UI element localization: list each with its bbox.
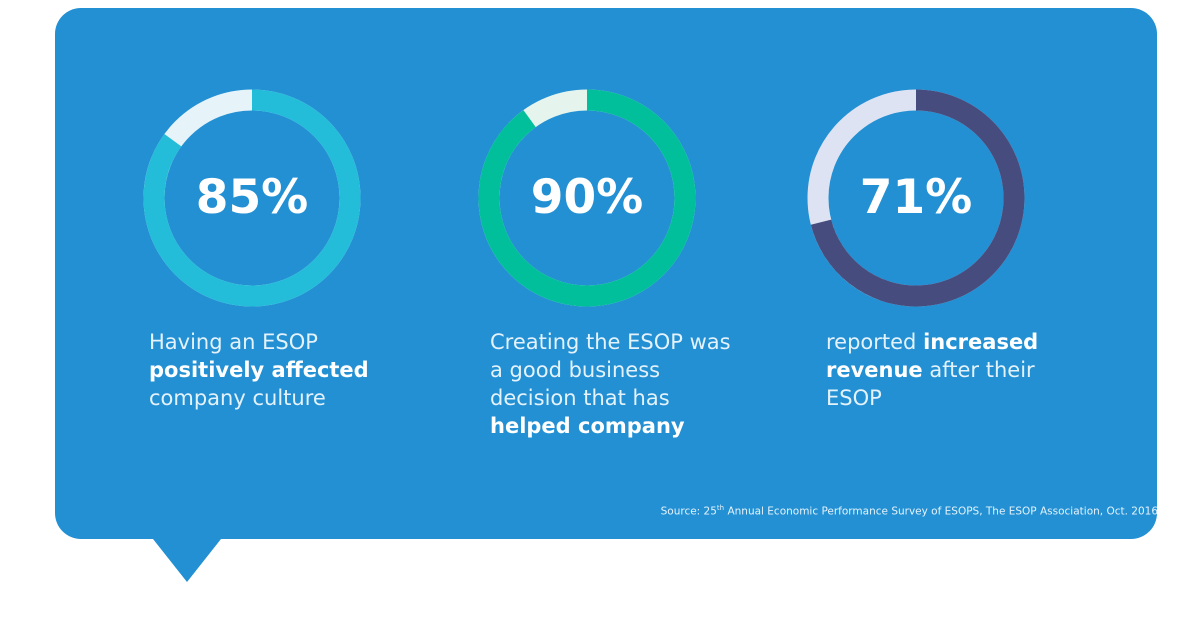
percent-label-3: 71% bbox=[859, 170, 973, 225]
donut-chart-1: 85% bbox=[142, 88, 362, 308]
donut-svg-2 bbox=[478, 89, 696, 307]
caption-1-text-end: company culture bbox=[149, 386, 326, 410]
donut-svg-1 bbox=[143, 89, 361, 307]
caption-1-bold: positively affected bbox=[149, 358, 369, 382]
caption-2-bold: helped company bbox=[490, 414, 685, 438]
caption-1-text: Having an ESOP bbox=[149, 330, 318, 354]
caption-2-text: Creating the ESOP was a good business de… bbox=[490, 330, 731, 410]
donut-chart-2: 90% bbox=[477, 88, 697, 308]
source-text: Annual Economic Performance Survey of ES… bbox=[724, 505, 1158, 518]
donut-value-arc-2 bbox=[478, 89, 696, 307]
caption-3-text-end: after their ESOP bbox=[826, 358, 1035, 410]
caption-2: Creating the ESOP was a good business de… bbox=[490, 328, 735, 440]
source-prefix: Source: 25 bbox=[660, 505, 717, 518]
donut-svg-3 bbox=[807, 89, 1025, 307]
donut-value-arc-1 bbox=[143, 89, 361, 307]
percent-label-2: 90% bbox=[530, 170, 644, 225]
source-superscript: th bbox=[716, 504, 725, 512]
donut-chart-3: 71% bbox=[806, 88, 1026, 308]
caption-1: Having an ESOP positively affected compa… bbox=[149, 328, 449, 412]
caption-3: reported increased revenue after their E… bbox=[826, 328, 1056, 412]
source-note: Source: 25th Annual Economic Performance… bbox=[661, 504, 1158, 518]
caption-3-bold: increased revenue bbox=[826, 330, 1039, 382]
percent-label-1: 85% bbox=[195, 170, 309, 225]
caption-3-text: reported bbox=[826, 330, 917, 354]
speech-bubble-pointer bbox=[153, 539, 221, 582]
donut-value-arc-3 bbox=[807, 89, 1025, 307]
